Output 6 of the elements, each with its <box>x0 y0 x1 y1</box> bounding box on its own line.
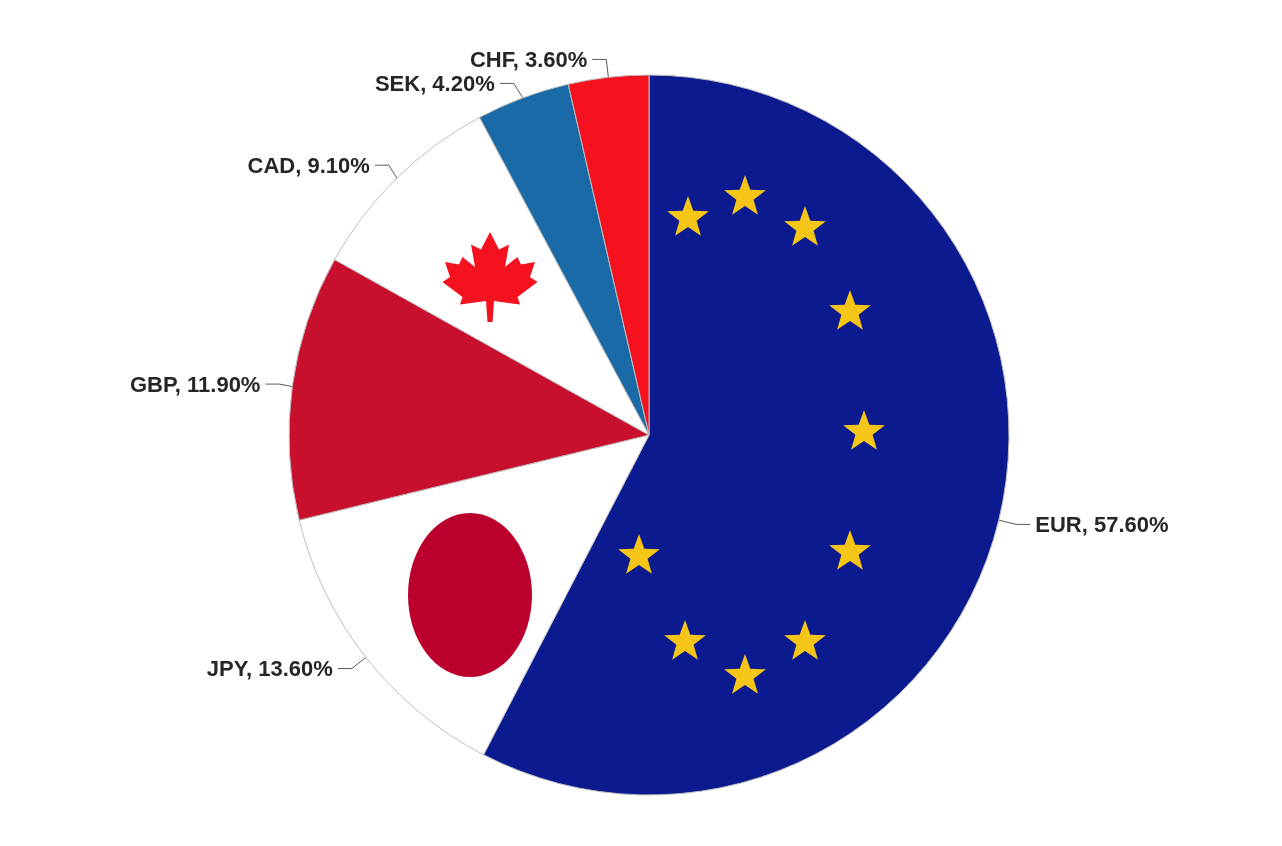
slice-label: EUR, 57.60% <box>1035 511 1169 537</box>
slice-label: SEK, 4.20% <box>374 70 495 96</box>
slice-label: JPY, 13.60% <box>206 656 333 682</box>
slice-label: CHF, 3.60% <box>469 46 588 72</box>
slice-label: CAD, 9.10% <box>247 152 370 178</box>
slice-label: GBP, 11.90% <box>129 371 261 397</box>
